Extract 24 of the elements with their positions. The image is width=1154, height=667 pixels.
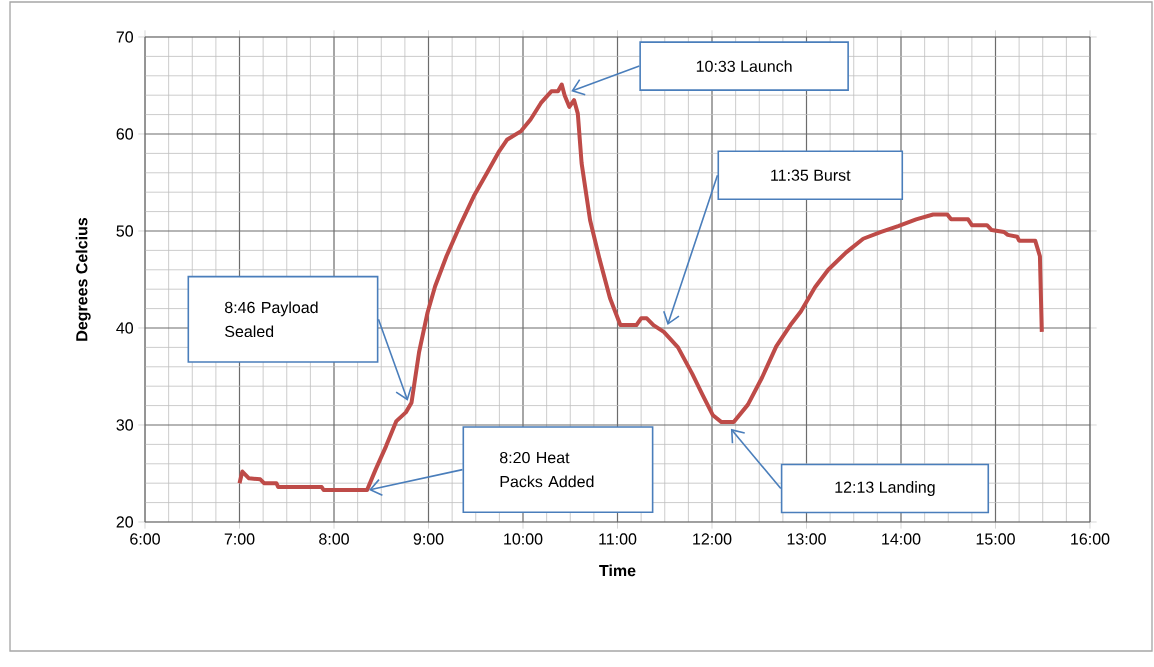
y-tick-label: 70 xyxy=(116,31,134,43)
x-tick-label: 11:00 xyxy=(599,533,637,545)
y-tick-label: 50 xyxy=(116,225,134,237)
annotation: 8:46 Payload Sealed xyxy=(225,301,318,338)
y-tick-label: 60 xyxy=(116,128,134,140)
x-tick-label: 6:00 xyxy=(130,533,160,545)
y-tick-label: 40 xyxy=(116,322,134,334)
annotation: 12:13 Landing xyxy=(835,481,935,496)
y-tick-label: 20 xyxy=(116,516,134,528)
x-tick-label: 7:00 xyxy=(224,533,255,545)
x-tick-label: 9:00 xyxy=(413,533,444,545)
annotation: 10:33 Launch xyxy=(696,60,792,72)
annotation: 8:20 Heat Packs Added xyxy=(499,451,594,488)
x-tick-label: 8:00 xyxy=(319,533,349,545)
annotation: 11:35 Burst xyxy=(771,169,851,181)
y-tick-label: 30 xyxy=(116,419,134,431)
x-tick-label: 16:00 xyxy=(1071,533,1110,545)
x-tick-label: 15:00 xyxy=(976,533,1015,545)
y-axis-title: Degrees Celcius xyxy=(75,217,91,341)
x-tick-label: 12:00 xyxy=(693,533,732,545)
x-tick-label: 13:00 xyxy=(787,533,826,545)
x-tick-label: 14:00 xyxy=(882,533,921,545)
x-tick-label: 10:00 xyxy=(504,533,543,545)
x-axis-title: Time xyxy=(599,564,636,577)
